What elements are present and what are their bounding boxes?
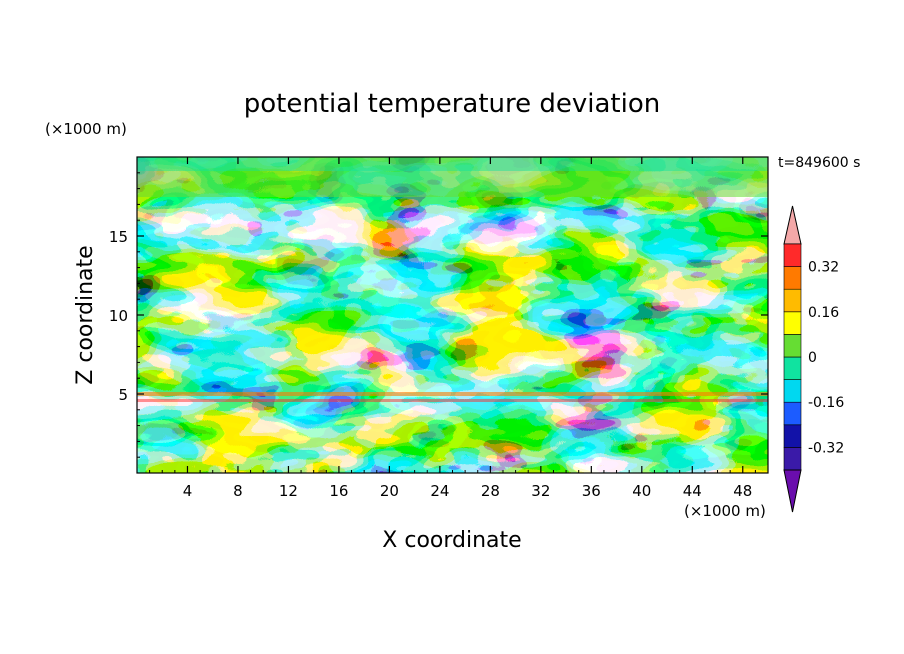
colorbar-segment xyxy=(783,379,802,403)
time-label: t=849600 s xyxy=(778,155,860,171)
x-axis-label: X coordinate xyxy=(382,528,521,553)
x-tick-label: 16 xyxy=(329,482,348,500)
colorbar-segment xyxy=(783,266,802,290)
colorbar-segment xyxy=(783,447,802,471)
colorbar-segment xyxy=(783,356,802,380)
x-tick-label: 40 xyxy=(632,482,651,500)
x-tick-label: 8 xyxy=(233,482,243,500)
y-axis-label: Z coordinate xyxy=(73,245,98,384)
y-axis-ticks: 5 10 15 xyxy=(109,172,768,458)
colorbar-extend-max xyxy=(783,205,802,245)
colorbar-tick-label: 0 xyxy=(808,350,817,366)
x-tick-label: 32 xyxy=(531,482,550,500)
x-tick-label: 48 xyxy=(733,482,752,500)
y-tick-label: 15 xyxy=(109,228,128,246)
colorbar-segment xyxy=(783,288,802,313)
colorbar-segment xyxy=(783,401,802,426)
colorbar-segment xyxy=(783,311,802,335)
colorbar-tick-label: 0.16 xyxy=(808,305,839,321)
colorbar: 0.32 0.16 0 -0.16 -0.32 xyxy=(783,205,844,513)
x-unit-label: (×1000 m) xyxy=(684,502,766,520)
x-tick-label: 24 xyxy=(430,482,449,500)
y-tick-label: 5 xyxy=(118,386,128,404)
colorbar-tick-label: -0.32 xyxy=(808,440,844,456)
colorbar-segment xyxy=(783,334,802,358)
colorbar-extend-min xyxy=(783,469,802,513)
x-tick-label: 4 xyxy=(183,482,193,500)
colorbar-tick-label: -0.16 xyxy=(808,395,844,411)
y-tick-label: 10 xyxy=(109,307,128,325)
colorbar-tick-label: 0.32 xyxy=(808,260,839,276)
x-axis-ticks: 4 8 12 16 20 24 28 32 36 40 44 48 xyxy=(149,157,756,500)
x-tick-label: 44 xyxy=(683,482,702,500)
colorbar-segment xyxy=(783,243,802,267)
x-tick-label: 28 xyxy=(481,482,500,500)
chart-title: potential temperature deviation xyxy=(244,89,660,119)
y-unit-label: (×1000 m) xyxy=(45,120,127,138)
x-tick-label: 36 xyxy=(582,482,601,500)
contour-field xyxy=(137,157,768,473)
x-tick-label: 20 xyxy=(380,482,399,500)
colorbar-segment xyxy=(783,424,802,448)
x-tick-label: 12 xyxy=(279,482,298,500)
